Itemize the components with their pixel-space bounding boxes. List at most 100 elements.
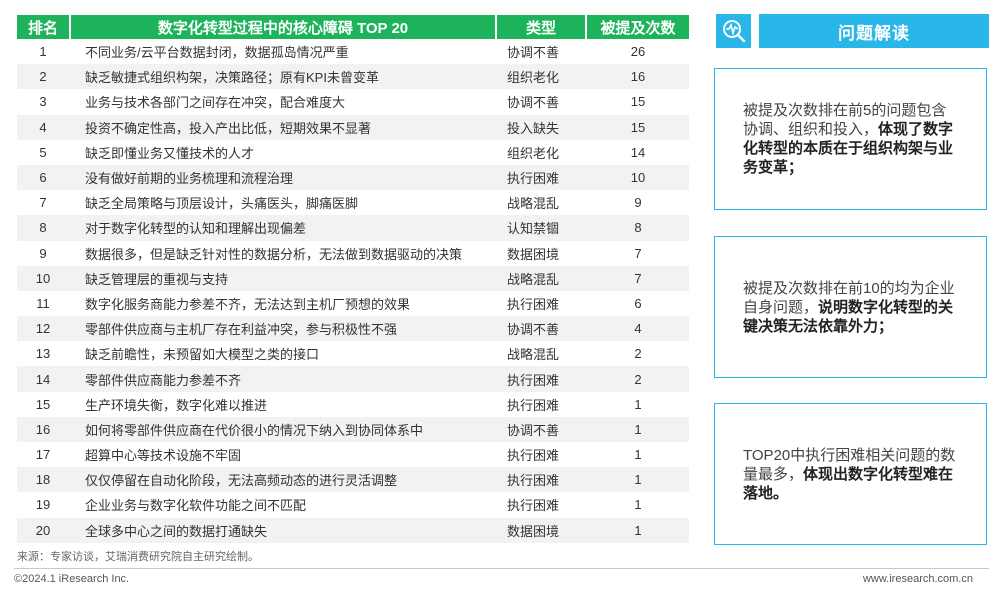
issue-cell: 缺乏全局策略与顶层设计，头痛医头，脚痛医脚 xyxy=(85,196,359,212)
rank-cell: 4 xyxy=(39,119,47,135)
count-cell: 15 xyxy=(630,94,646,110)
count-cell: 2 xyxy=(634,371,642,387)
table-row: 15 生产环境失衡，数字化难以推进 执行困难 1 xyxy=(17,392,689,417)
type-cell: 协调不善 xyxy=(507,45,560,61)
count-cell: 1 xyxy=(634,497,642,513)
copyright: ©2024.1 iResearch Inc. xyxy=(14,573,130,585)
header-type: 类型 xyxy=(497,15,585,39)
issue-cell: 业务与技术各部门之间存在冲突，配合难度大 xyxy=(85,95,346,111)
insight-2-bold: 说明数字化转型的关键决策无法依靠外力； xyxy=(743,298,954,335)
rank-cell: 1 xyxy=(39,44,47,60)
insight-3-text: TOP20中执行困难相关问题的数量最多， xyxy=(743,446,956,483)
count-cell: 16 xyxy=(630,69,646,85)
footer-divider xyxy=(14,568,989,569)
type-cell: 执行困难 xyxy=(507,473,560,489)
table-row: 13 缺乏前瞻性，未预留如大模型之类的接口 战略混乱 2 xyxy=(17,341,689,366)
rank-cell: 8 xyxy=(39,220,47,236)
table-row: 11 数字化服务商能力参差不齐，无法达到主机厂预想的效果 执行困难 6 xyxy=(17,291,689,316)
issue-cell: 零部件供应商与主机厂存在利益冲突，参与积极性不强 xyxy=(85,322,398,338)
website-link[interactable]: www.iresearch.com.cn xyxy=(862,573,973,585)
type-cell: 执行困难 xyxy=(507,498,560,514)
issue-cell: 企业业务与数字化软件功能之间不匹配 xyxy=(85,498,307,514)
insight-card-3: TOP20中执行困难相关问题的数量最多，体现出数字化转型难在落地。 xyxy=(714,403,987,545)
rank-cell: 14 xyxy=(35,371,51,387)
count-cell: 1 xyxy=(634,396,642,412)
magnifier-pulse-icon xyxy=(716,14,751,48)
table-row: 6 没有做好前期的业务梳理和流程治理 执行困难 10 xyxy=(17,164,689,191)
issue-cell: 缺乏前瞻性，未预留如大模型之类的接口 xyxy=(85,347,320,363)
type-cell: 执行困难 xyxy=(507,372,560,388)
type-cell: 战略混乱 xyxy=(507,271,560,287)
count-cell: 6 xyxy=(634,295,642,311)
type-cell: 执行困难 xyxy=(507,397,560,413)
issue-cell: 数据很多，但是缺乏针对性的数据分析，无法做到数据驱动的决策 xyxy=(85,246,463,262)
table-header: 排名 数字化转型过程中的核心障碍 TOP 20 类型 被提及次数 xyxy=(17,15,689,39)
rank-cell: 2 xyxy=(39,69,47,85)
issue-cell: 超算中心等技术设施不牢固 xyxy=(85,448,242,464)
table-row: 3 业务与技术各部门之间存在冲突，配合难度大 协调不善 15 xyxy=(17,89,689,114)
table-row: 12 零部件供应商与主机厂存在利益冲突，参与积极性不强 协调不善 4 xyxy=(17,316,689,342)
count-cell: 1 xyxy=(634,522,642,538)
issue-cell: 如何将零部件供应商在代价很小的情况下纳入到协同体系中 xyxy=(85,422,424,438)
type-cell: 执行困难 xyxy=(507,296,560,312)
table-row: 5 缺乏即懂业务又懂技术的人才 组织老化 14 xyxy=(17,140,689,165)
table-row: 14 零部件供应商能力参差不齐 执行困难 2 xyxy=(17,366,689,392)
count-cell: 14 xyxy=(630,144,646,160)
table-row: 9 数据很多，但是缺乏针对性的数据分析，无法做到数据驱动的决策 数据困境 7 xyxy=(17,241,689,266)
table-row: 19 企业业务与数字化软件功能之间不匹配 执行困难 1 xyxy=(17,492,689,517)
type-cell: 协调不善 xyxy=(507,95,560,111)
table-row: 16 如何将零部件供应商在代价很小的情况下纳入到协同体系中 协调不善 1 xyxy=(17,416,689,442)
insight-2-text: 被提及次数排在前10的均为企业自身问题， xyxy=(743,279,955,316)
insight-1-bold: 体现了数字化转型的本质在于组织构架与业务变革； xyxy=(743,121,954,176)
rank-cell: 20 xyxy=(35,522,51,538)
issue-cell: 对于数字化转型的认知和理解出现偏差 xyxy=(85,221,307,237)
count-cell: 1 xyxy=(634,447,642,463)
type-cell: 投入缺失 xyxy=(507,120,560,136)
type-cell: 数据困境 xyxy=(507,523,560,539)
count-cell: 10 xyxy=(630,170,646,186)
table-row: 7 缺乏全局策略与顶层设计，头痛医头，脚痛医脚 战略混乱 9 xyxy=(17,190,689,215)
type-cell: 执行困难 xyxy=(507,448,560,464)
count-cell: 26 xyxy=(630,44,646,60)
rank-cell: 7 xyxy=(39,195,47,211)
type-cell: 战略混乱 xyxy=(507,196,560,212)
rank-cell: 17 xyxy=(35,447,51,463)
insight-card-2: 被提及次数排在前10的均为企业自身问题，说明数字化转型的关键决策无法依靠外力； xyxy=(714,236,987,378)
type-cell: 协调不善 xyxy=(507,322,560,338)
insight-1-text: 被提及次数排在前5的问题包含协调、组织和投入， xyxy=(743,102,947,138)
table-row: 20 全球多中心之间的数据打通缺失 数据困境 1 xyxy=(17,517,689,543)
panel-title: 问题解读 xyxy=(759,14,989,48)
count-cell: 7 xyxy=(634,245,642,261)
rank-cell: 18 xyxy=(35,472,51,488)
table-row: 1 不同业务/云平台数据封闭，数据孤岛情况严重 协调不善 26 xyxy=(17,39,689,64)
rank-cell: 6 xyxy=(39,170,47,186)
header-rank: 排名 xyxy=(17,15,69,39)
count-cell: 9 xyxy=(634,195,642,211)
table-row: 2 缺乏敏捷式组织构架，决策路径；原有KPI未曾变革 组织老化 16 xyxy=(17,64,689,90)
type-cell: 战略混乱 xyxy=(507,347,560,363)
issue-cell: 仅仅停留在自动化阶段，无法高频动态的进行灵活调整 xyxy=(85,473,398,489)
type-cell: 数据困境 xyxy=(507,246,560,262)
rank-cell: 15 xyxy=(35,396,51,412)
table-row: 18 仅仅停留在自动化阶段，无法高频动态的进行灵活调整 执行困难 1 xyxy=(17,467,689,493)
rank-cell: 16 xyxy=(35,421,51,437)
table-body: 1 不同业务/云平台数据封闭，数据孤岛情况严重 协调不善 26 2 缺乏敏捷式组织构架，决… xyxy=(17,39,689,543)
rank-cell: 5 xyxy=(39,144,47,160)
issue-cell: 全球多中心之间的数据打通缺失 xyxy=(85,523,268,539)
count-cell: 15 xyxy=(630,119,646,135)
issue-cell: 缺乏即懂业务又懂技术的人才 xyxy=(85,145,255,161)
count-cell: 1 xyxy=(634,421,642,437)
rank-cell: 13 xyxy=(35,346,51,362)
count-cell: 8 xyxy=(634,220,642,236)
insight-3-bold: 体现出数字化转型难在落地。 xyxy=(743,465,954,502)
count-cell: 7 xyxy=(634,270,642,286)
issue-cell: 零部件供应商能力参差不齐 xyxy=(85,372,242,388)
count-cell: 1 xyxy=(634,472,642,488)
count-cell: 2 xyxy=(634,346,642,362)
count-cell: 4 xyxy=(634,321,642,337)
header-count: 被提及次数 xyxy=(587,15,689,39)
issue-cell: 缺乏管理层的重视与支持 xyxy=(85,271,229,287)
table-row: 10 缺乏管理层的重视与支持 战略混乱 7 xyxy=(17,265,689,291)
issue-cell: 数字化服务商能力参差不齐，无法达到主机厂预想的效果 xyxy=(85,296,411,312)
type-cell: 协调不善 xyxy=(507,422,560,438)
